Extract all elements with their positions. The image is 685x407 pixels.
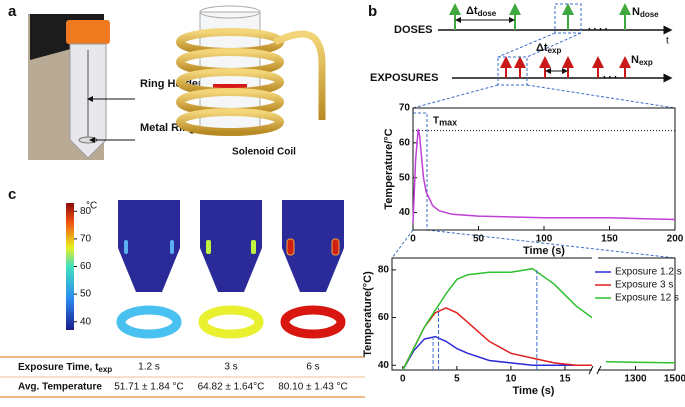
x-tick-label: 200	[667, 234, 684, 245]
y-tick-label: 40	[378, 360, 390, 371]
count-label: Nexp	[631, 54, 653, 67]
table-cell: 1.2 s	[138, 362, 160, 373]
count-label: Ndose	[632, 6, 659, 19]
x-tick-label: 100	[536, 234, 553, 245]
x-axis-label: Time (s)	[523, 245, 565, 257]
table-header: Avg. Temperature	[18, 382, 102, 393]
text: exp	[98, 365, 112, 374]
x-tick-label: 0	[410, 234, 416, 245]
colorbar-tick-label: 80	[80, 206, 92, 217]
x-tick-label: 1300	[624, 374, 647, 385]
interval-label: Δtexp	[536, 42, 561, 55]
colorbar-tick-label: 50	[80, 289, 92, 300]
series-line	[402, 335, 592, 371]
y-tick-label: 70	[399, 103, 411, 114]
x-tick-label: 0	[400, 374, 406, 385]
table-cell: 6 s	[306, 362, 319, 373]
zoom-box	[497, 56, 528, 86]
y-axis-label: Temperature/°C	[383, 128, 395, 209]
y-tick-label: 80	[378, 265, 390, 276]
colorbar-tick-label: 60	[80, 261, 92, 272]
x-tick-label: 15	[559, 374, 571, 385]
legend-label: Exposure 12 s	[615, 293, 679, 304]
table-cell: 64.82 ± 1.64°C	[198, 382, 265, 393]
x-tick-label: 50	[473, 234, 485, 245]
axis-break	[592, 257, 598, 371]
text: Δt	[536, 42, 548, 54]
panel-label: c	[8, 186, 16, 203]
text: T	[433, 115, 439, 126]
legend-label: Exposure 3 s	[615, 280, 673, 291]
timeline-label: DOSES	[394, 24, 433, 36]
panel-label: b	[368, 3, 377, 20]
table-cell: 3 s	[224, 362, 237, 373]
table-cell: 51.71 ± 1.84 °C	[114, 382, 184, 393]
panel-label: a	[8, 3, 17, 20]
timeline-label: t	[666, 36, 669, 47]
dots: . . .	[603, 70, 617, 81]
colorbar-tick-label: 40	[80, 316, 92, 327]
threshold-label: Tmax	[433, 115, 457, 128]
text: Exposure Time, t	[18, 362, 99, 373]
text: dose	[478, 9, 497, 18]
series-line	[402, 267, 676, 371]
timeline-label: EXPOSURES	[370, 72, 438, 84]
y-axis-label: Temperature(°C)	[362, 271, 374, 357]
x-tick-label: 5	[454, 374, 460, 385]
table-cell: 80.10 ± 1.43 °C	[278, 382, 348, 393]
x-tick-label: 150	[601, 234, 618, 245]
simulations	[116, 200, 346, 339]
x-axis-label: Time (s)	[513, 385, 555, 397]
text: exp	[548, 46, 562, 55]
coil	[176, 5, 326, 136]
coil-label: Solenoid Coil	[232, 147, 296, 158]
y-tick-label: 60	[399, 137, 411, 148]
y-tick-label: 60	[378, 312, 390, 323]
plot-frame	[391, 257, 676, 371]
series-line	[412, 128, 676, 224]
colorbar-unit: °C	[86, 201, 97, 212]
photo	[28, 14, 110, 160]
dots: . . . .	[588, 22, 608, 33]
interval-label: Δtdose	[466, 5, 497, 18]
legend-label: Exposure 1.2 s	[615, 267, 682, 278]
table-header: Exposure Time, texp	[18, 362, 112, 374]
text: max	[439, 118, 457, 128]
zoom-lines	[391, 32, 676, 259]
colorbar-tick-label: 70	[80, 234, 92, 245]
break-mark	[588, 365, 602, 375]
y-tick-label: 40	[399, 207, 411, 218]
text: exp	[639, 58, 653, 67]
colorbar	[66, 203, 74, 330]
text: N	[631, 54, 639, 66]
text: Δt	[466, 5, 478, 17]
y-tick-label: 50	[399, 172, 411, 183]
text: N	[632, 6, 640, 18]
text: dose	[640, 10, 659, 19]
zoom-box	[554, 3, 582, 34]
x-tick-label: 10	[505, 374, 517, 385]
x-tick-label: 1500	[664, 374, 685, 385]
exposure-arrows	[500, 56, 631, 78]
